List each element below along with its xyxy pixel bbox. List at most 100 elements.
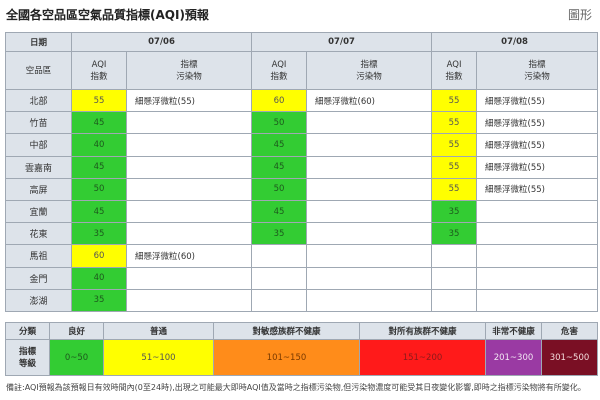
pollutant-cell [125,288,253,312]
pollutant-header: 指標 污染物 [306,51,433,90]
aqi-value-cell [431,266,478,290]
aqi-value-cell [251,266,308,290]
aqi-value-cell: 35 [251,222,308,246]
aqi-header: AQI 指數 [71,51,127,90]
pollutant-cell [476,244,599,268]
region-name: 宜蘭 [5,199,72,224]
column-header-row: 空品區 AQI 指數 指標 污染物 AQI 指數 指標 污染物 AQI 指數 指… [5,51,599,90]
region-name: 竹苗 [5,111,72,135]
table-row: 馬祖 60 細懸浮微粒(60) [5,244,599,268]
legend-level-name: 對所有族群不健康 [359,322,486,340]
aqi-value-cell: 40 [71,133,127,157]
pollutant-cell: 細懸浮微粒(55) [476,88,599,113]
pollutant-cell: 細懸浮微粒(55) [125,88,253,113]
legend-range-row: 指標 等級 0~50 51~100 101~150 151~200 201~30… [5,339,598,376]
aqi-value-cell: 55 [431,177,478,201]
aqi-value-cell: 50 [71,177,127,201]
pollutant-cell [476,222,599,246]
pollutant-cell: 細懸浮微粒(55) [476,177,599,201]
legend-range-hazardous: 301~500 [541,339,598,376]
pollutant-cell: 細懸浮微粒(55) [476,155,599,179]
aqi-value-cell: 35 [431,199,478,224]
aqi-value-cell [431,288,478,312]
aqi-value-cell: 35 [431,222,478,246]
aqi-value-cell: 35 [71,222,127,246]
aqi-value-cell: 55 [431,88,478,113]
aqi-value-cell: 45 [71,111,127,135]
aqi-header: AQI 指數 [431,51,478,90]
pollutant-cell [306,155,433,179]
pollutant-cell [306,288,433,312]
aqi-value-cell: 55 [71,88,127,113]
pollutant-cell: 細懸浮微粒(60) [306,88,433,113]
legend-range-good: 0~50 [49,339,104,376]
region-name: 馬祖 [5,244,72,268]
aqi-value-cell: 45 [251,155,308,179]
legend-level-name: 對敏感族群不健康 [213,322,360,340]
table-row: 雲嘉南 45 45 55 細懸浮微粒(55) [5,155,599,179]
region-label: 空品區 [5,51,72,90]
aqi-value-cell: 60 [251,88,308,113]
pollutant-cell [476,288,599,312]
date-header-row: 日期 07/06 07/07 07/08 [5,32,599,52]
aqi-value-cell: 55 [431,111,478,135]
pollutant-header: 指標 污染物 [125,51,253,90]
region-name: 中部 [5,133,72,157]
pollutant-cell [125,222,253,246]
aqi-header: AQI 指數 [251,51,308,90]
pollutant-cell: 細懸浮微粒(55) [476,111,599,135]
aqi-value-cell: 55 [431,155,478,179]
aqi-value-cell: 55 [431,133,478,157]
pollutant-cell [476,199,599,224]
table-row: 高屏 50 50 55 細懸浮微粒(55) [5,177,599,201]
region-name: 花東 [5,222,72,246]
date-col-1: 07/06 [70,32,253,52]
aqi-legend-table: 分類 良好 普通 對敏感族群不健康 對所有族群不健康 非常不健康 危害 指標 等… [5,322,598,376]
aqi-value-cell: 45 [71,199,127,224]
pollutant-cell [306,199,433,224]
date-label: 日期 [5,32,72,52]
chart-view-link[interactable]: 圖形 [567,8,592,22]
pollutant-cell [125,177,253,201]
pollutant-cell: 細懸浮微粒(55) [476,133,599,157]
aqi-value-cell [431,244,478,268]
pollutant-header: 指標 污染物 [476,51,599,90]
aqi-value-cell: 35 [71,288,127,312]
legend-range-very-unhealthy: 201~300 [485,339,542,376]
legend-level-name: 非常不健康 [485,322,542,340]
forecast-note: 備註:AQI預報為該預報日有效時間內(0至24時),出現之可能最大即時AQI值及… [6,383,586,392]
pollutant-cell [306,177,433,201]
aqi-value-cell: 50 [251,111,308,135]
pollutant-cell [125,199,253,224]
table-row: 竹苗 45 50 55 細懸浮微粒(55) [5,111,599,135]
aqi-value-cell: 45 [251,199,308,224]
table-row: 宜蘭 45 45 35 [5,199,599,224]
table-row: 北部 55 細懸浮微粒(55) 60 細懸浮微粒(60) 55 細懸浮微粒(55) [5,88,599,113]
legend-range-sensitive: 101~150 [213,339,360,376]
legend-category-label: 分類 [5,322,50,340]
aqi-value-cell: 50 [251,177,308,201]
pollutant-cell [306,111,433,135]
table-row: 花東 35 35 35 [5,222,599,246]
legend-level-name: 良好 [49,322,104,340]
region-name: 高屏 [5,177,72,201]
region-name: 北部 [5,88,72,113]
aqi-value-cell [251,288,308,312]
region-name: 澎湖 [5,288,72,312]
legend-level-name: 危害 [541,322,598,340]
pollutant-cell [125,133,253,157]
date-col-2: 07/07 [251,32,433,52]
legend-range-unhealthy: 151~200 [359,339,486,376]
pollutant-cell [476,266,599,290]
legend-category-row: 分類 良好 普通 對敏感族群不健康 對所有族群不健康 非常不健康 危害 [5,322,598,340]
pollutant-cell [306,222,433,246]
pollutant-cell [306,266,433,290]
legend-index-label: 指標 等級 [5,339,50,376]
date-col-3: 07/08 [431,32,599,52]
aqi-value-cell: 40 [71,266,127,290]
pollutant-cell [306,244,433,268]
table-row: 澎湖 35 [5,288,599,312]
aqi-value-cell: 60 [71,244,127,268]
region-name: 金門 [5,266,72,290]
aqi-value-cell: 45 [71,155,127,179]
